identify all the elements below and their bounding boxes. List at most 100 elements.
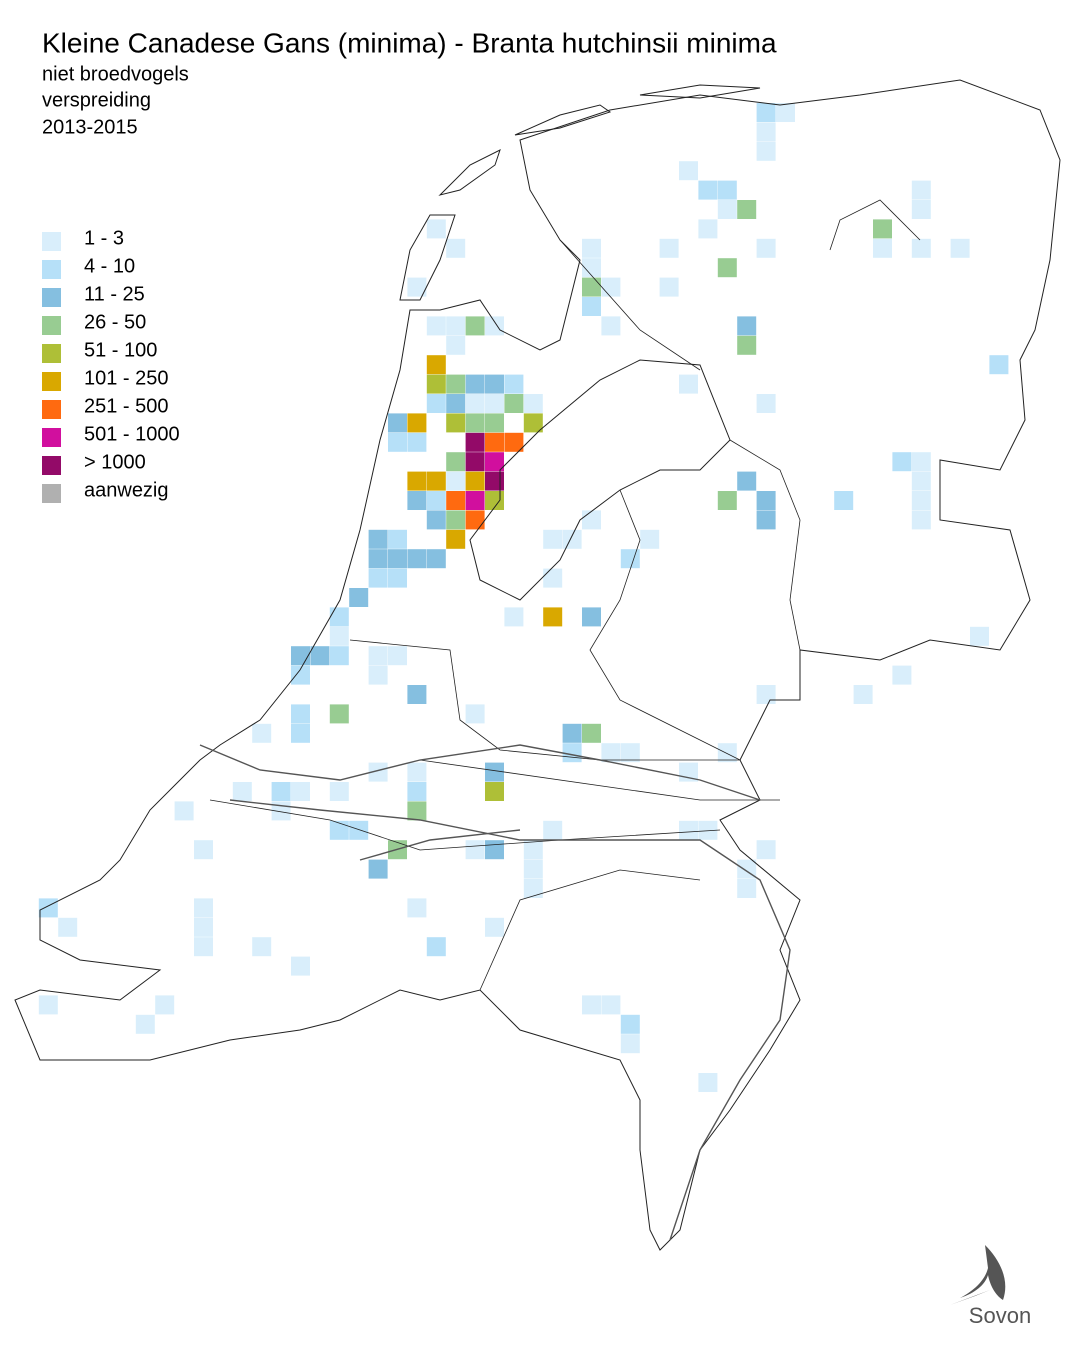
grid-cell <box>291 665 310 685</box>
grid-cell <box>368 568 388 588</box>
grid-cell <box>485 413 504 433</box>
grid-cell <box>368 529 388 549</box>
grid-cell <box>388 549 407 569</box>
grid-cell <box>485 762 504 782</box>
grid-cell <box>523 840 543 860</box>
grid-cell <box>368 646 388 666</box>
legend-label: aanwezig <box>84 479 169 501</box>
grid-cell <box>737 879 757 898</box>
grid-cell <box>155 995 175 1015</box>
grid-cell <box>446 335 466 355</box>
grid-cell <box>194 840 213 860</box>
grid-cell <box>582 238 601 258</box>
grid-cell <box>756 238 776 258</box>
grid-cell <box>465 510 485 530</box>
grid-cell <box>485 316 504 336</box>
grid-cell <box>679 161 698 181</box>
grid-cell <box>717 200 737 219</box>
grid-cell <box>562 723 582 743</box>
outlines <box>14 79 1061 1251</box>
grid-cell <box>620 1014 640 1034</box>
grid-cell <box>232 782 252 801</box>
grid-cell <box>504 607 524 627</box>
grid-cell <box>873 238 892 258</box>
grid-cell <box>620 743 640 763</box>
grid-cell <box>465 432 485 452</box>
grid-cell <box>194 937 213 957</box>
legend-label: 501 - 1000 <box>84 423 180 445</box>
grid-cell <box>368 859 388 879</box>
grid-cell <box>426 471 446 491</box>
grid-cell <box>485 917 504 937</box>
country-outline <box>14 79 1061 1251</box>
island <box>399 214 456 301</box>
grid-cell <box>271 782 291 801</box>
grid-cell <box>426 394 446 413</box>
grid-cell <box>679 374 698 394</box>
grid-cell <box>465 840 485 860</box>
grid-cell <box>756 141 776 161</box>
grid-cell <box>135 1014 155 1034</box>
grid-cell <box>756 510 776 530</box>
grid-cell <box>58 917 78 937</box>
map-subtitle: verspreiding <box>42 89 151 111</box>
grid-cell <box>873 219 892 239</box>
island <box>514 104 612 136</box>
grid-cell <box>737 335 757 355</box>
grid-cell <box>659 238 679 258</box>
grid-cell <box>582 258 601 278</box>
grid-cell <box>834 491 854 510</box>
legend-label: 4 - 10 <box>84 255 135 277</box>
grid-cell <box>194 898 213 918</box>
grid-cell <box>504 432 524 452</box>
legend-label: 251 - 500 <box>84 395 169 417</box>
grid-cell <box>407 898 427 918</box>
grid-cell <box>717 258 737 278</box>
grid-cell <box>640 529 660 549</box>
legend: 1 - 3 4 - 10 11 - 25 26 - 50 51 - 100 101 - 2… <box>42 227 180 503</box>
map-subtitle: 2013-2015 <box>42 116 138 138</box>
grid-cell <box>582 607 601 627</box>
grid-cell <box>465 491 485 510</box>
grid-cell <box>601 316 621 336</box>
grid-cell <box>911 491 931 510</box>
grid-cell <box>252 723 272 743</box>
grid-cell <box>407 277 427 297</box>
grid-cell <box>756 103 776 122</box>
legend-label: > 1000 <box>84 451 146 473</box>
legend-swatch <box>42 456 61 475</box>
grid-cell <box>465 413 485 433</box>
grid-cell <box>485 471 504 491</box>
grid-cell <box>562 529 582 549</box>
grid-cell <box>388 432 407 452</box>
grid-cell <box>756 394 776 413</box>
grid-cell <box>329 646 349 666</box>
grid-cell <box>407 471 427 491</box>
grid-cell <box>911 471 931 491</box>
grid-cell <box>717 180 737 200</box>
grid-cell <box>523 879 543 898</box>
grid-cell <box>329 704 349 724</box>
grid-cell <box>970 626 989 646</box>
grid-cell <box>504 374 524 394</box>
grid-cell <box>737 316 757 336</box>
grid-cell <box>291 646 310 666</box>
grid-cell <box>911 510 931 530</box>
legend-swatch <box>42 344 61 363</box>
grid-cell <box>485 840 504 860</box>
map-title: Kleine Canadese Gans (minima) - Branta h… <box>42 27 777 58</box>
grid-cell <box>446 374 466 394</box>
grid-cell <box>465 704 485 724</box>
grid-cell <box>368 549 388 569</box>
cells <box>38 103 1009 1092</box>
river <box>199 744 791 1241</box>
grid-cell <box>329 782 349 801</box>
grid-cell <box>679 820 698 840</box>
grid-cell <box>388 413 407 433</box>
grid-cell <box>698 820 718 840</box>
grid-cell <box>659 277 679 297</box>
grid-cell <box>291 782 310 801</box>
grid-cell <box>426 549 446 569</box>
grid-cell <box>446 452 466 472</box>
grid-cell <box>407 549 427 569</box>
